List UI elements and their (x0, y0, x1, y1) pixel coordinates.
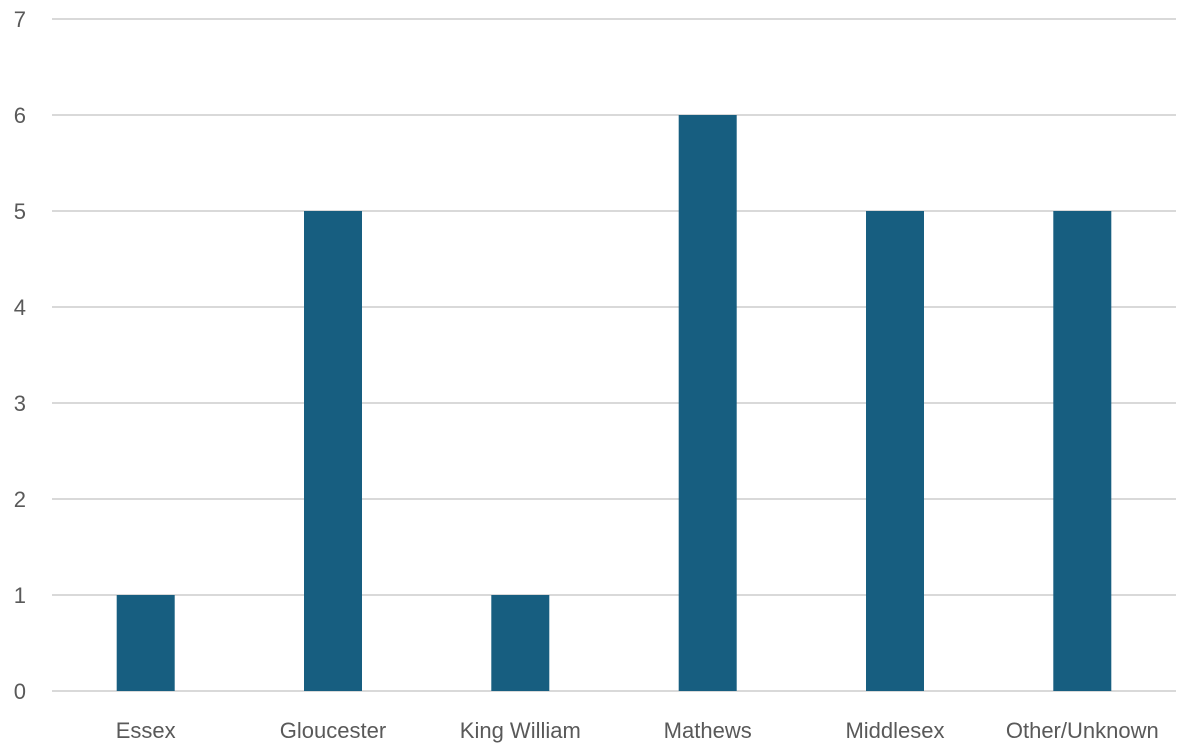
bar-gloucester (304, 211, 362, 691)
x-category-label: Mathews (664, 718, 752, 743)
y-tick-label: 7 (14, 7, 26, 32)
x-category-label: Essex (116, 718, 176, 743)
y-tick-label: 0 (14, 679, 26, 704)
y-tick-label: 1 (14, 583, 26, 608)
y-tick-label: 5 (14, 199, 26, 224)
x-category-label: Gloucester (280, 718, 386, 743)
y-tick-label: 3 (14, 391, 26, 416)
y-axis-tick-labels: 0 1 2 3 4 5 6 7 (14, 7, 26, 704)
bar-king-william (491, 595, 550, 691)
bar-other-unknown (1053, 211, 1112, 691)
bar-essex (116, 595, 175, 691)
y-tick-label: 6 (14, 103, 26, 128)
bar-mathews (678, 115, 737, 691)
x-axis-category-labels: Essex Gloucester King William Mathews Middle… (116, 718, 1159, 743)
bar-middlesex (866, 211, 924, 691)
gridlines (52, 18, 1176, 692)
x-category-label: Other/Unknown (1006, 718, 1159, 743)
y-tick-label: 4 (14, 295, 26, 320)
x-category-label: King William (460, 718, 581, 743)
bars (116, 115, 1112, 691)
y-tick-label: 2 (14, 487, 26, 512)
x-category-label: Middlesex (845, 718, 944, 743)
